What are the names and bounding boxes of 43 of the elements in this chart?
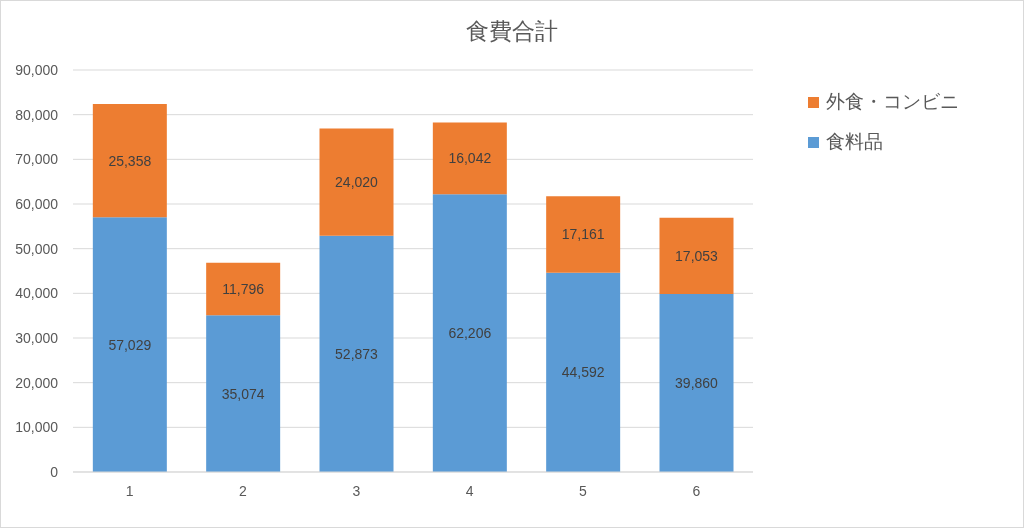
bar bbox=[206, 262, 281, 316]
y-tick-label: 40,000 bbox=[15, 285, 59, 302]
x-tick-label: 3 bbox=[352, 482, 361, 499]
bar bbox=[659, 217, 734, 294]
y-tick-label: 10,000 bbox=[15, 419, 59, 436]
data-label: 44,592 bbox=[561, 364, 605, 381]
data-label: 52,873 bbox=[335, 345, 379, 362]
y-tick-label: 60,000 bbox=[15, 195, 59, 212]
bar bbox=[319, 128, 394, 236]
y-tick-label: 30,000 bbox=[15, 329, 59, 346]
y-tick-label: 70,000 bbox=[15, 151, 59, 168]
y-tick-label: 50,000 bbox=[15, 240, 59, 257]
bar bbox=[92, 217, 167, 472]
data-label: 62,206 bbox=[448, 325, 492, 342]
data-label: 35,074 bbox=[221, 385, 265, 402]
legend-label: 外食・コンビニ bbox=[826, 90, 959, 114]
data-label: 24,020 bbox=[335, 174, 379, 191]
legend-label: 食料品 bbox=[826, 130, 883, 154]
bar bbox=[319, 235, 394, 472]
x-tick-label: 1 bbox=[125, 482, 134, 499]
data-label: 57,029 bbox=[108, 336, 152, 353]
x-tick-label: 2 bbox=[239, 482, 248, 499]
data-label: 11,796 bbox=[222, 280, 265, 297]
data-label: 25,358 bbox=[108, 152, 152, 169]
data-label: 39,860 bbox=[675, 374, 719, 391]
bar bbox=[659, 293, 734, 472]
y-tick-label: 90,000 bbox=[15, 61, 59, 78]
x-tick-label: 6 bbox=[692, 482, 701, 499]
bar bbox=[546, 196, 621, 273]
bar bbox=[92, 104, 167, 218]
bar bbox=[432, 122, 507, 195]
x-tick-label: 4 bbox=[465, 482, 474, 499]
y-tick-label: 80,000 bbox=[15, 106, 59, 123]
x-tick-label: 5 bbox=[579, 482, 588, 499]
bar bbox=[432, 194, 507, 472]
chart-title: 食費合計 bbox=[466, 18, 558, 44]
bar bbox=[546, 272, 621, 472]
data-label: 16,042 bbox=[448, 150, 492, 167]
data-label: 17,053 bbox=[675, 247, 719, 264]
y-tick-label: 20,000 bbox=[15, 374, 59, 391]
y-tick-label: 0 bbox=[50, 463, 59, 480]
data-label: 17,161 bbox=[561, 226, 605, 243]
bar bbox=[206, 315, 281, 472]
